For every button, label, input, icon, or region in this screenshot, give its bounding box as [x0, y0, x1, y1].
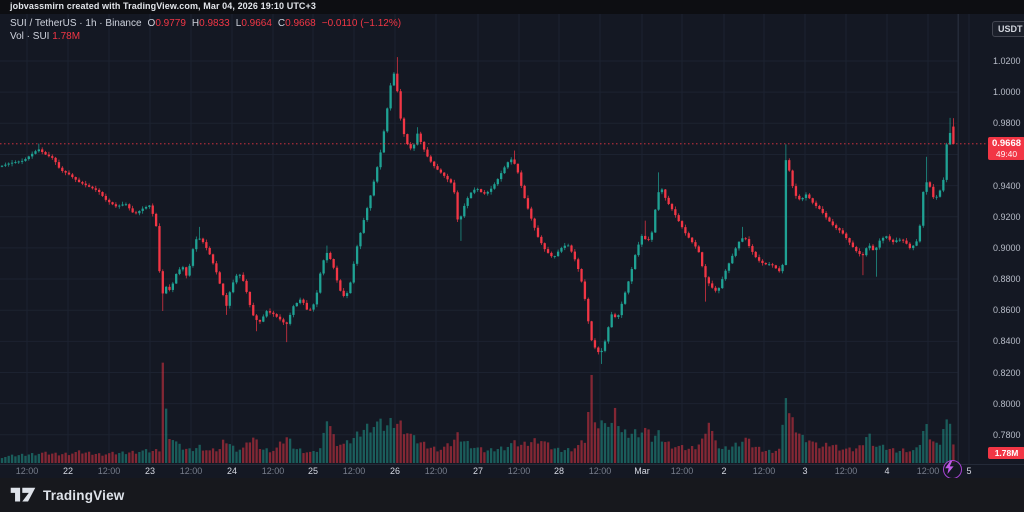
time-axis[interactable]: 12:00 22 12:00 23 12:00 24 12:00 25 12:00 26 12:00… — [0, 464, 1024, 478]
quick-trade-button[interactable] — [943, 460, 962, 479]
bar-countdown: 49:40 — [995, 149, 1018, 159]
time-tick: 12:00 — [670, 466, 694, 476]
price-tick: 0.9000 — [993, 242, 1021, 253]
tradingview-logo[interactable]: TradingView — [10, 487, 124, 503]
time-tick: 23 — [144, 466, 156, 476]
attribution-bar: jobvassmirn created with TradingView.com… — [0, 0, 1024, 14]
price-tick: 0.9200 — [993, 211, 1021, 222]
time-tick: 3 — [802, 466, 808, 476]
price-tick: 0.8200 — [993, 367, 1021, 378]
time-tick: 12:00 — [834, 466, 858, 476]
time-tick: 2 — [721, 466, 727, 476]
price-tick: 1.0000 — [993, 87, 1021, 98]
time-tick: 5 — [966, 466, 972, 476]
last-price-value: 0.9668 — [991, 138, 1022, 149]
time-tick: 12:00 — [588, 466, 612, 476]
currency-badge[interactable]: USDT — [992, 21, 1024, 37]
time-tick: 12:00 — [507, 466, 531, 476]
volume-label: Vol · SUI — [10, 31, 50, 42]
time-tick: 22 — [62, 466, 74, 476]
symbol-title[interactable]: SUI / TetherUS · 1h · Binance — [10, 18, 142, 29]
last-price-badge: 0.9668 49:40 — [988, 137, 1024, 160]
change-value: −0.0110 (−1.12%) — [321, 18, 402, 29]
time-tick: 12:00 — [342, 466, 366, 476]
time-tick: 12:00 — [97, 466, 121, 476]
time-tick: 24 — [226, 466, 238, 476]
time-tick: 12:00 — [424, 466, 448, 476]
price-tick: 0.8800 — [993, 274, 1021, 285]
attribution-text: jobvassmirn created with TradingView.com… — [10, 1, 316, 11]
time-tick: Mar — [634, 466, 650, 476]
chart-legend: SUI / TetherUS · 1h · Binance O0.9779 H0.9… — [10, 17, 401, 43]
price-tick: 0.9400 — [993, 180, 1021, 191]
time-tick: 25 — [307, 466, 319, 476]
time-tick: 12:00 — [916, 466, 940, 476]
price-tick: 0.8000 — [993, 398, 1021, 409]
price-axis[interactable]: USDT 1.02001.00000.98000.96000.94000.920… — [958, 14, 1024, 464]
time-tick: 12:00 — [261, 466, 285, 476]
brand-name: TradingView — [43, 487, 125, 503]
price-tick: 0.8600 — [993, 305, 1021, 316]
candlestick-canvas[interactable] — [0, 14, 1024, 464]
time-tick: 12:00 — [179, 466, 203, 476]
time-tick: 4 — [884, 466, 890, 476]
time-tick: 28 — [553, 466, 565, 476]
price-tick: 0.9800 — [993, 118, 1021, 129]
time-tick: 27 — [472, 466, 484, 476]
volume-axis-badge: 1.78M — [988, 447, 1024, 459]
price-tick: 0.8400 — [993, 336, 1021, 347]
time-tick: 26 — [389, 466, 401, 476]
price-tick: 1.0200 — [993, 56, 1021, 66]
chart-pane[interactable]: SUI / TetherUS · 1h · Binance O0.9779 H0.9… — [0, 14, 1024, 479]
time-tick: 12:00 — [15, 466, 39, 476]
volume-value: 1.78M — [52, 31, 81, 42]
footer-bar: TradingView — [0, 478, 1024, 512]
ohlc-values: O0.9779 H0.9833 L0.9664 C0.9668 — [147, 18, 316, 29]
lightning-bolt-icon — [945, 461, 954, 474]
price-tick: 0.7800 — [993, 429, 1021, 440]
tradingview-logo-icon — [10, 487, 36, 502]
time-tick: 12:00 — [752, 466, 776, 476]
